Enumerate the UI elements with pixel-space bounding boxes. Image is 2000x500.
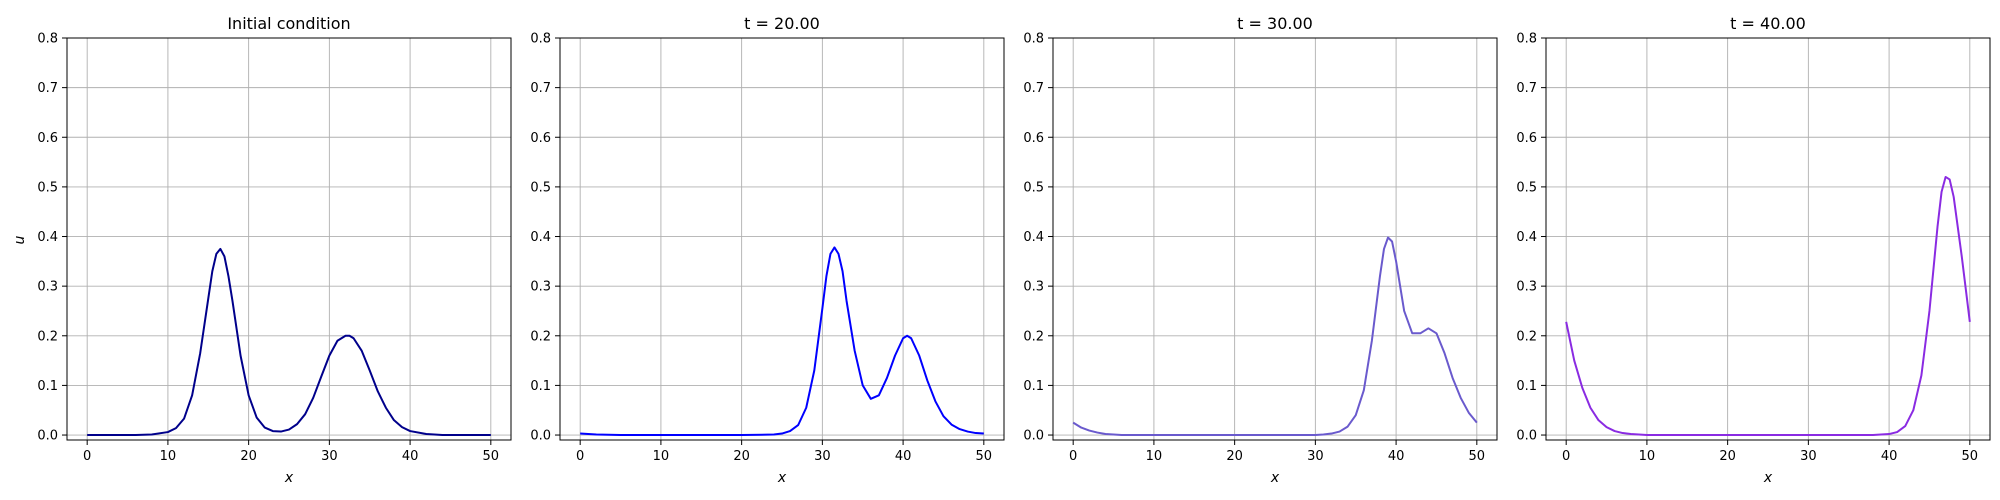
y-tick-label: 0.8 <box>37 32 58 47</box>
y-tick-label: 0.6 <box>530 131 551 146</box>
y-tick-label: 0.6 <box>37 131 58 146</box>
y-tick-label: 0.2 <box>1516 329 1537 344</box>
plot-frame <box>66 37 512 441</box>
y-tick-label: 0.3 <box>530 280 551 295</box>
x-tick-label: 20 <box>1226 449 1243 464</box>
series-line <box>1565 175 1971 437</box>
y-tick-label: 0.4 <box>1516 230 1537 245</box>
y-tick-label: 0.8 <box>1023 32 1044 47</box>
y-tick-label: 0.3 <box>1516 280 1537 295</box>
panel-2: t = 20.00 x 0 10 20 30 40 50 0.0 0.1 0.2 0.3 0.4 0.… <box>530 14 1005 486</box>
y-tick-label: 0.0 <box>530 429 551 444</box>
x-tick-label: 30 <box>814 449 831 464</box>
x-tick-label: 0 <box>83 449 91 464</box>
y-tick-label: 0.1 <box>530 379 551 394</box>
plot-frame <box>1052 37 1498 441</box>
x-tick-label: 50 <box>1469 449 1486 464</box>
plot-frame <box>559 37 1005 441</box>
panel-3: t = 30.00 x 0 10 20 30 40 50 0.0 0.1 0.2 0.3 0.4 0.… <box>1023 14 1498 486</box>
y-tick-label: 0.2 <box>530 329 551 344</box>
x-tick-label: 0 <box>1562 449 1570 464</box>
x-tick-label: 10 <box>160 449 177 464</box>
y-tick-label: 0.1 <box>37 379 58 394</box>
x-tick-label: 40 <box>1881 449 1898 464</box>
panel-4-title: t = 40.00 <box>1730 14 1806 33</box>
x-tick-label: 50 <box>1962 449 1979 464</box>
x-tick-label: 0 <box>1069 449 1077 464</box>
x-tick-label: 10 <box>1639 449 1656 464</box>
x-tick-label: 40 <box>895 449 912 464</box>
y-tick-label: 0.5 <box>1516 180 1537 195</box>
series-line <box>87 247 491 437</box>
x-tick-label: 10 <box>1146 449 1163 464</box>
x-tick-label: 0 <box>576 449 584 464</box>
x-tick-label: 40 <box>1388 449 1405 464</box>
plot-frame <box>1545 37 1991 441</box>
y-tick-label: 0.3 <box>1023 280 1044 295</box>
y-tick-label: 0.4 <box>1023 230 1044 245</box>
panel-1-title: Initial condition <box>227 14 350 33</box>
y-tick-label: 0.0 <box>1516 429 1537 444</box>
x-tick-label: 30 <box>321 449 338 464</box>
y-tick-label: 0.5 <box>1023 180 1044 195</box>
y-tick-label: 0.2 <box>37 329 58 344</box>
y-tick-label: 0.1 <box>1023 379 1044 394</box>
y-tick-label: 0.7 <box>37 81 58 96</box>
panel-4: t = 40.00 x 0 10 20 30 40 50 0.0 0.1 0.2 0.3 0.4 0.… <box>1516 14 1991 486</box>
y-tick-label: 0.0 <box>1023 429 1044 444</box>
y-tick-label: 0.1 <box>1516 379 1537 394</box>
y-tick-label: 0.0 <box>37 429 58 444</box>
y-tick-label: 0.5 <box>37 180 58 195</box>
y-tick-label: 0.4 <box>37 230 58 245</box>
x-tick-label: 20 <box>1719 449 1736 464</box>
panel-2-title: t = 20.00 <box>744 14 820 33</box>
panel-2-xlabel: x <box>777 470 787 486</box>
x-tick-label: 10 <box>653 449 670 464</box>
x-tick-label: 30 <box>1800 449 1817 464</box>
x-tick-label: 20 <box>240 449 257 464</box>
panel-1-ylabel: u <box>12 235 28 244</box>
y-tick-label: 0.6 <box>1023 131 1044 146</box>
panel-1-xlabel: x <box>284 470 294 486</box>
x-tick-label: 50 <box>483 449 500 464</box>
x-tick-label: 40 <box>402 449 419 464</box>
series-line <box>1072 236 1478 437</box>
panel-4-xlabel: x <box>1763 470 1773 486</box>
x-tick-label: 20 <box>733 449 750 464</box>
panel-1: Initial condition x u 0 10 20 30 40 50 0.0 0.1 0… <box>12 14 512 486</box>
y-tick-label: 0.6 <box>1516 131 1537 146</box>
y-tick-label: 0.5 <box>530 180 551 195</box>
y-tick-label: 0.7 <box>1023 81 1044 96</box>
panel-3-xlabel: x <box>1270 470 1280 486</box>
y-tick-label: 0.7 <box>530 81 551 96</box>
y-tick-label: 0.4 <box>530 230 551 245</box>
x-tick-label: 50 <box>976 449 993 464</box>
y-tick-label: 0.8 <box>1516 32 1537 47</box>
y-tick-label: 0.8 <box>530 32 551 47</box>
x-tick-label: 30 <box>1307 449 1324 464</box>
y-tick-label: 0.3 <box>37 280 58 295</box>
y-tick-label: 0.2 <box>1023 329 1044 344</box>
y-tick-label: 0.7 <box>1516 81 1537 96</box>
series-line <box>580 246 984 437</box>
panel-3-title: t = 30.00 <box>1237 14 1313 33</box>
